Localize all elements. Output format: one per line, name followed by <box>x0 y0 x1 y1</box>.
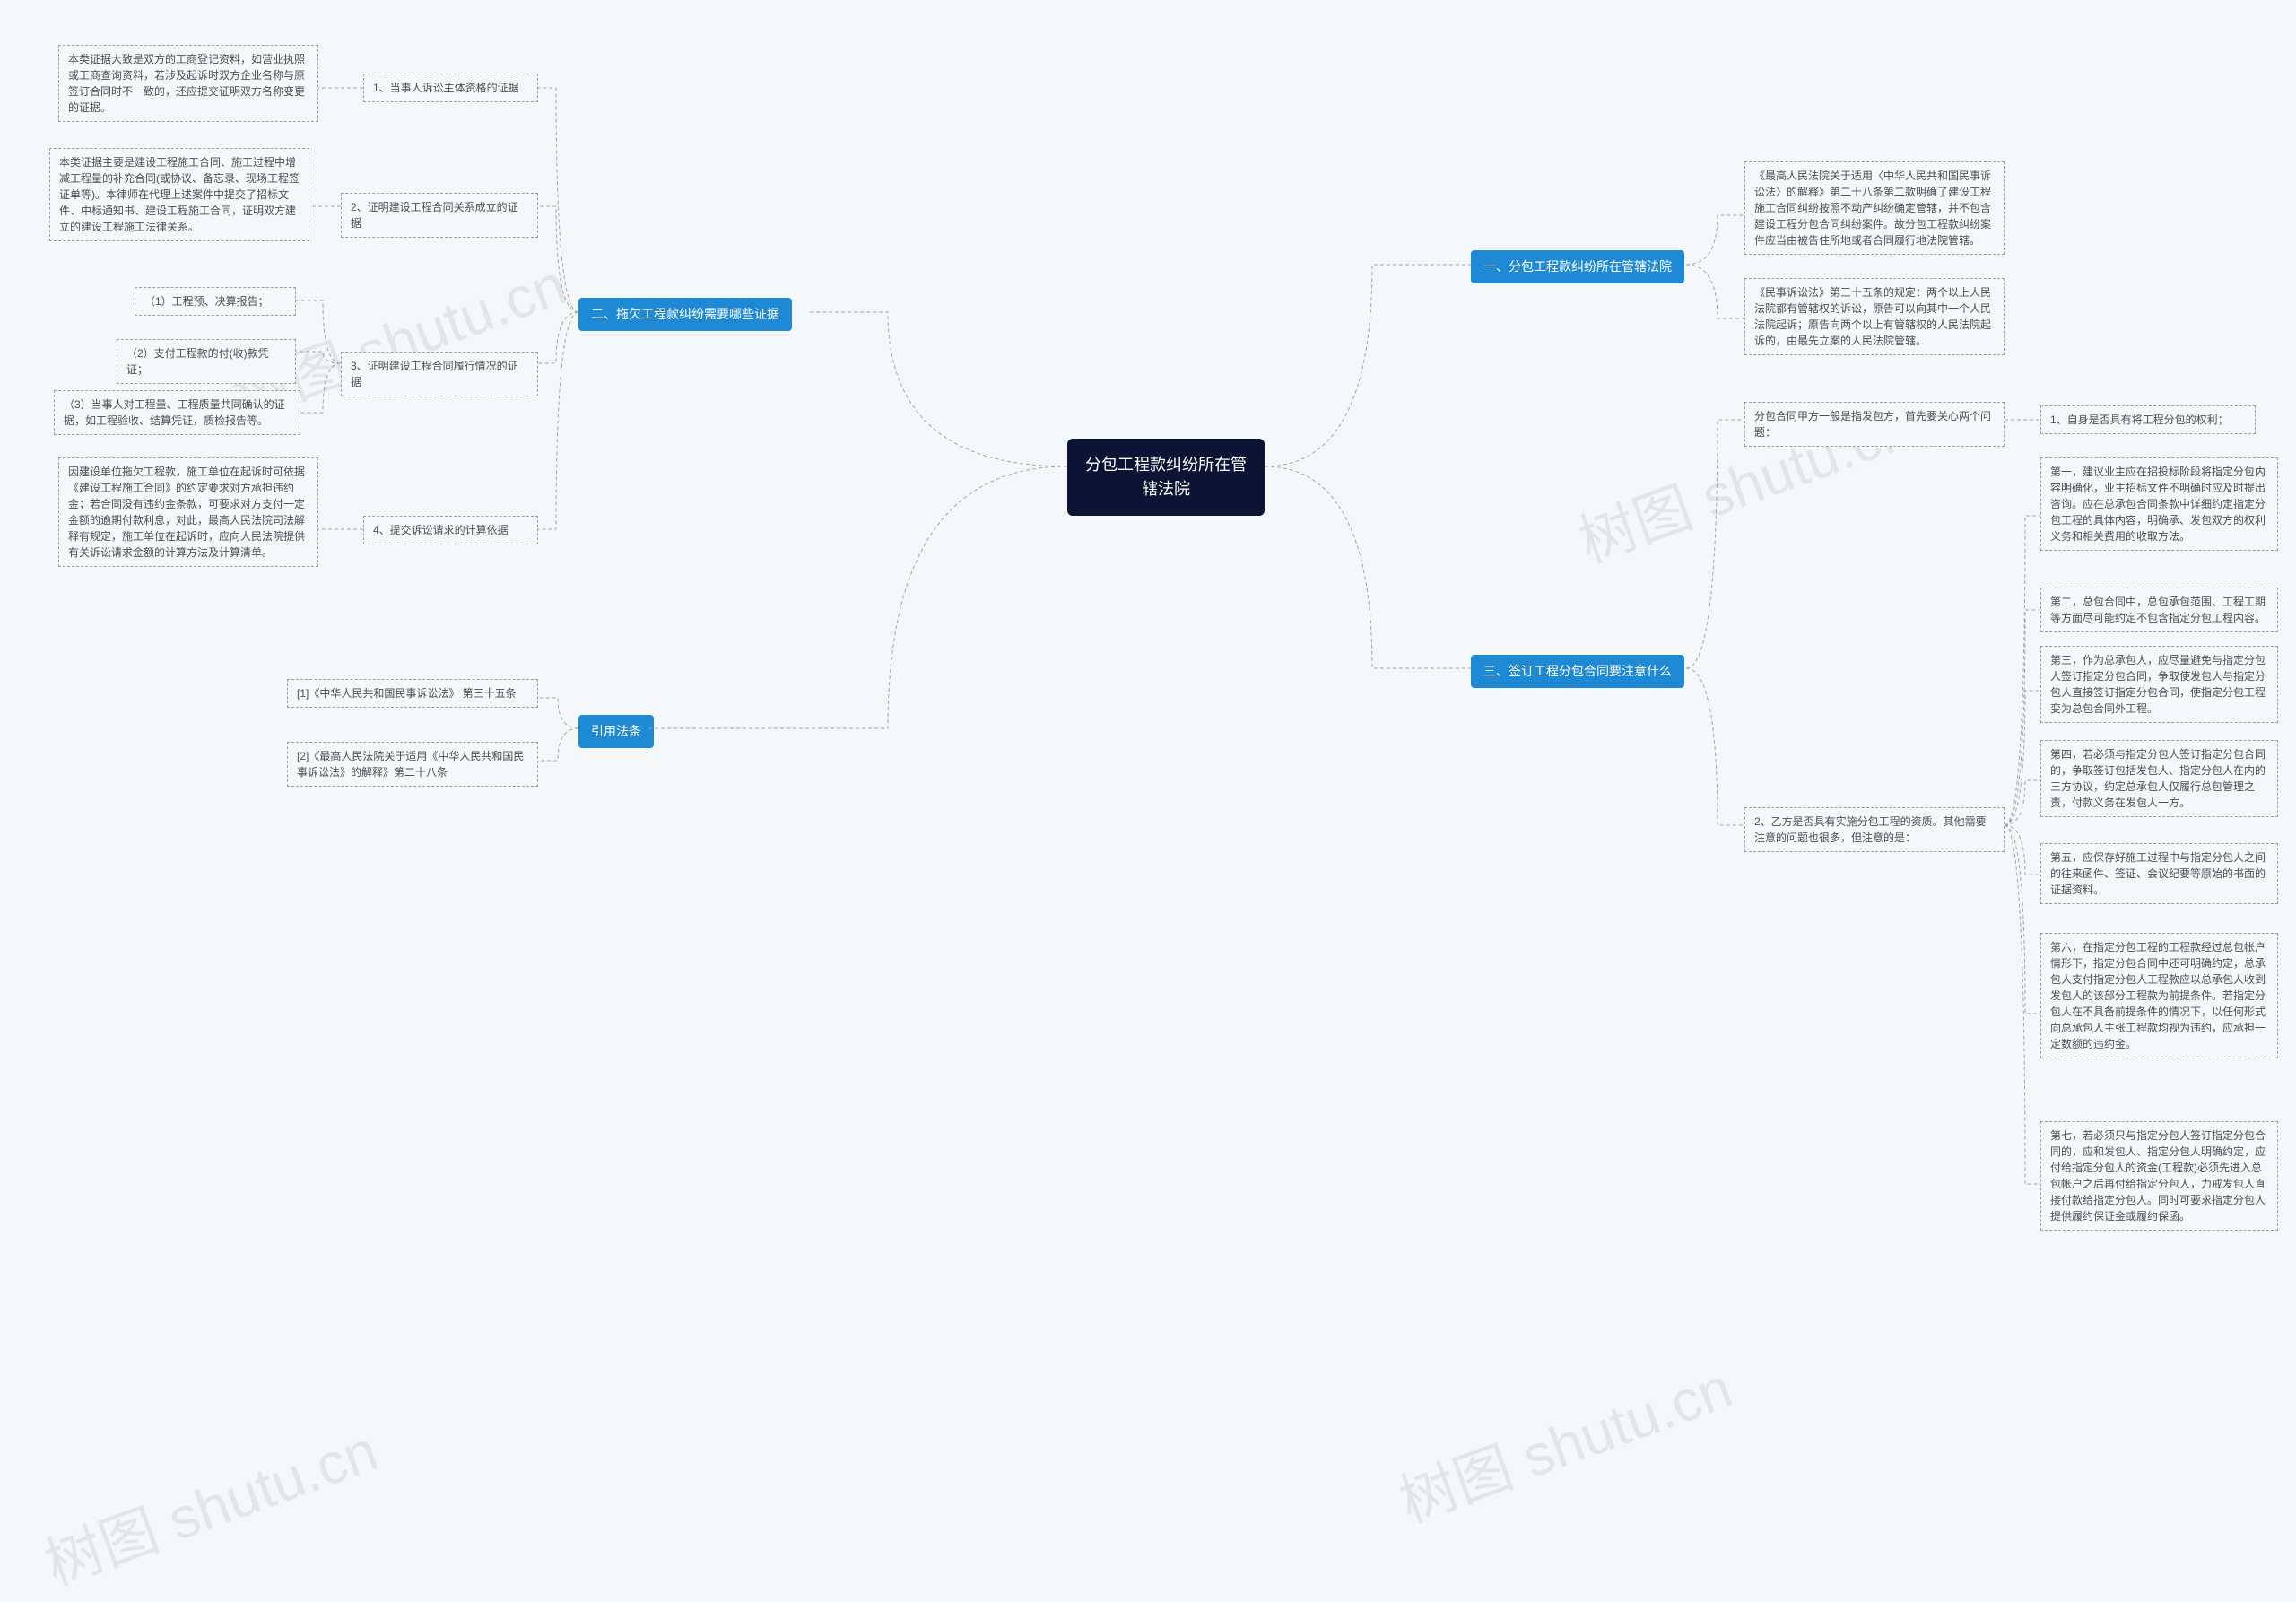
detail-node: 第五，应保存好施工过程中与指定分包人之间的往来函件、签证、会议纪要等原始的书面的… <box>2040 843 2278 904</box>
watermark: 树图 shutu.cn <box>32 1405 387 1601</box>
detail-node: 第二，总包合同中，总包承包范围、工程工期等方面尽可能约定不包含指定分包工程内容。 <box>2040 588 2278 632</box>
leaf-node: 2、乙方是否具有实施分包工程的资质。其他需要注意的问题也很多，但注意的是： <box>1744 807 2005 852</box>
leaf-node: 3、证明建设工程合同履行情况的证据 <box>341 352 538 396</box>
detail-node: 第四，若必须与指定分包人签订指定分包合同的，争取签订包括发包人、指定分包人在内的… <box>2040 740 2278 817</box>
detail-node: （3）当事人对工程量、工程质量共同确认的证据，如工程验收、结算凭证，质检报告等。 <box>54 390 300 435</box>
main-node-left-2: 引用法条 <box>578 715 654 748</box>
root-node: 分包工程款纠纷所在管辖法院 <box>1067 439 1265 516</box>
detail-node: 第一，建议业主应在招投标阶段将指定分包内容明确化，业主招标文件不明确时应及时提出… <box>2040 457 2278 551</box>
detail-node: （2）支付工程款的付(收)款凭证； <box>117 339 296 384</box>
leaf-node: 1、当事人诉讼主体资格的证据 <box>363 74 538 102</box>
detail-node: 第三，作为总承包人，应尽量避免与指定分包人签订指定分包合同，争取使发包人与指定分… <box>2040 646 2278 723</box>
main-node-left-1: 二、拖欠工程款纠纷需要哪些证据 <box>578 298 792 331</box>
detail-node: 《民事诉讼法》第三十五条的规定：两个以上人民法院都有管辖权的诉讼，原告可以向其中… <box>1744 278 2005 355</box>
detail-node: 第七，若必须只与指定分包人签订指定分包合同的，应和发包人、指定分包人明确约定，应… <box>2040 1121 2278 1231</box>
detail-node: 因建设单位拖欠工程款，施工单位在起诉时可依据《建设工程施工合同》的约定要求对方承… <box>58 457 318 567</box>
detail-node: 本类证据主要是建设工程施工合同、施工过程中增减工程量的补充合同(或协议、备忘录、… <box>49 148 309 241</box>
watermark: 树图 shutu.cn <box>1387 1342 1742 1538</box>
detail-node: 本类证据大致是双方的工商登记资料，如营业执照或工商查询资料，若涉及起诉时双方企业… <box>58 45 318 122</box>
detail-node: 第六，在指定分包工程的工程款经过总包帐户情形下，指定分包合同中还可明确约定，总承… <box>2040 933 2278 1058</box>
leaf-node: 分包合同甲方一般是指发包方，首先要关心两个问题： <box>1744 402 2005 447</box>
detail-node: 1、自身是否具有将工程分包的权利； <box>2040 405 2256 434</box>
detail-node: [2]《最高人民法院关于适用《中华人民共和国民事诉讼法》的解释》第二十八条 <box>287 742 538 787</box>
main-node-right-2: 三、签订工程分包合同要注意什么 <box>1471 655 1684 688</box>
main-node-right-1: 一、分包工程款纠纷所在管辖法院 <box>1471 250 1684 283</box>
detail-node: （1）工程预、决算报告； <box>135 287 296 316</box>
detail-node: [1]《中华人民共和国民事诉讼法》 第三十五条 <box>287 679 538 708</box>
leaf-node: 2、证明建设工程合同关系成立的证据 <box>341 193 538 238</box>
leaf-node: 4、提交诉讼请求的计算依据 <box>363 516 538 544</box>
detail-node: 《最高人民法院关于适用〈中华人民共和国民事诉讼法〉的解释》第二十八条第二款明确了… <box>1744 161 2005 255</box>
